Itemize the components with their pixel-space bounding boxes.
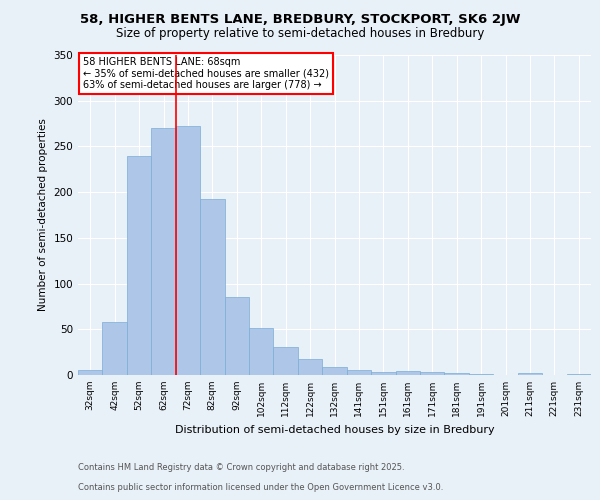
Text: Contains HM Land Registry data © Crown copyright and database right 2025.: Contains HM Land Registry data © Crown c…	[78, 464, 404, 472]
Y-axis label: Number of semi-detached properties: Number of semi-detached properties	[38, 118, 48, 312]
Bar	[224, 298, 249, 375]
Bar	[151, 128, 176, 375]
Bar	[274, 346, 298, 375]
Bar	[249, 328, 274, 375]
Bar	[298, 358, 322, 375]
Bar	[469, 374, 493, 375]
Bar	[347, 370, 371, 375]
Text: Contains public sector information licensed under the Open Government Licence v3: Contains public sector information licen…	[78, 484, 443, 492]
Bar	[518, 373, 542, 375]
Bar	[322, 367, 347, 375]
Bar	[371, 372, 395, 375]
Text: 58, HIGHER BENTS LANE, BREDBURY, STOCKPORT, SK6 2JW: 58, HIGHER BENTS LANE, BREDBURY, STOCKPO…	[80, 12, 520, 26]
Bar	[395, 372, 420, 375]
Bar	[103, 322, 127, 375]
Bar	[200, 198, 224, 375]
Bar	[420, 372, 445, 375]
Bar	[176, 126, 200, 375]
Bar	[445, 373, 469, 375]
Bar	[566, 374, 591, 375]
X-axis label: Distribution of semi-detached houses by size in Bredbury: Distribution of semi-detached houses by …	[175, 424, 494, 434]
Bar	[78, 370, 103, 375]
Text: Size of property relative to semi-detached houses in Bredbury: Size of property relative to semi-detach…	[116, 28, 484, 40]
Bar	[127, 156, 151, 375]
Text: 58 HIGHER BENTS LANE: 68sqm
← 35% of semi-detached houses are smaller (432)
63% : 58 HIGHER BENTS LANE: 68sqm ← 35% of sem…	[83, 57, 329, 90]
